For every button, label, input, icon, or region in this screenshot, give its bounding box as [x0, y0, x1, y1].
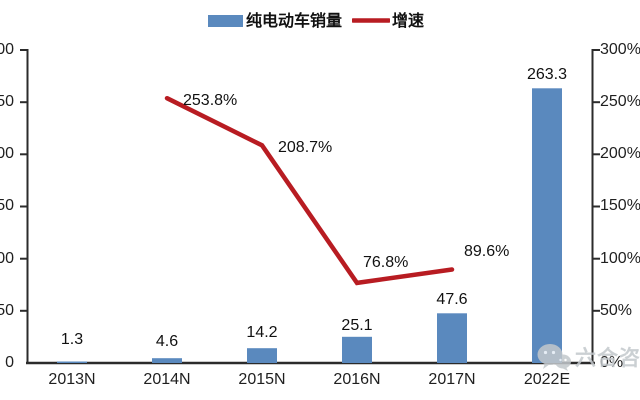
- bar-value-label: 47.6: [436, 291, 468, 308]
- wechat-icon: [537, 344, 571, 371]
- bar-2016: [342, 336, 372, 363]
- right-ytick-label: 0%: [600, 354, 624, 371]
- legend-bar-swatch: [208, 15, 243, 27]
- bar-2017: [437, 313, 467, 363]
- growth-label-2015: 208.7%: [278, 139, 333, 156]
- bar-value-label: 263.3: [526, 66, 568, 83]
- growth-label-2017: 89.6%: [464, 243, 510, 260]
- bar-2015: [247, 348, 277, 363]
- right-ytick-label: 50%: [600, 302, 633, 319]
- bar-swatch-rect: [208, 15, 243, 27]
- bar-value-label: 4.6: [155, 333, 179, 350]
- legend-line-swatch: [352, 17, 390, 24]
- left-ytick-label: 250: [0, 93, 14, 110]
- left-ytick-label: 200: [0, 145, 14, 162]
- right-ytick-label: 250%: [600, 93, 640, 110]
- bar-value-label: 25.1: [341, 317, 373, 334]
- right-ytick-label: 200%: [600, 145, 640, 162]
- right-ytick-label: 100%: [600, 250, 640, 267]
- bar-value-label: 14.2: [246, 324, 278, 341]
- xtick-2017: 2017N: [428, 371, 476, 388]
- xtick-2022: 2022E: [523, 371, 571, 388]
- bar-2014: [152, 358, 182, 363]
- growth-line: [164, 95, 455, 286]
- watermark-text: 六合咨询: [575, 347, 640, 370]
- right-ytick-label: 300%: [600, 41, 640, 58]
- xtick-2015: 2015N: [238, 371, 286, 388]
- growth-label-2014: 253.8%: [183, 92, 238, 109]
- bar-2013: [57, 361, 87, 363]
- left-ytick-label: 0: [5, 354, 14, 371]
- legend-line-label: 增速: [392, 13, 425, 30]
- bar-2022: [532, 88, 562, 364]
- left-ytick-label: 100: [0, 250, 14, 267]
- right-ytick-label: 150%: [600, 197, 640, 214]
- left-ytick-label: 150: [0, 197, 14, 214]
- legend-bar-label: 纯电动车销量: [246, 13, 343, 30]
- watermark: 六合咨询: [537, 342, 640, 372]
- xtick-2016: 2016N: [333, 371, 381, 388]
- growth-label-2016: 76.8%: [363, 254, 409, 271]
- left-ytick-label: 50: [0, 302, 14, 319]
- left-ytick-label: 300: [0, 41, 14, 58]
- xtick-2013: 2013N: [48, 371, 96, 388]
- bar-value-label: 1.3: [60, 331, 84, 348]
- xtick-2014: 2014N: [143, 371, 191, 388]
